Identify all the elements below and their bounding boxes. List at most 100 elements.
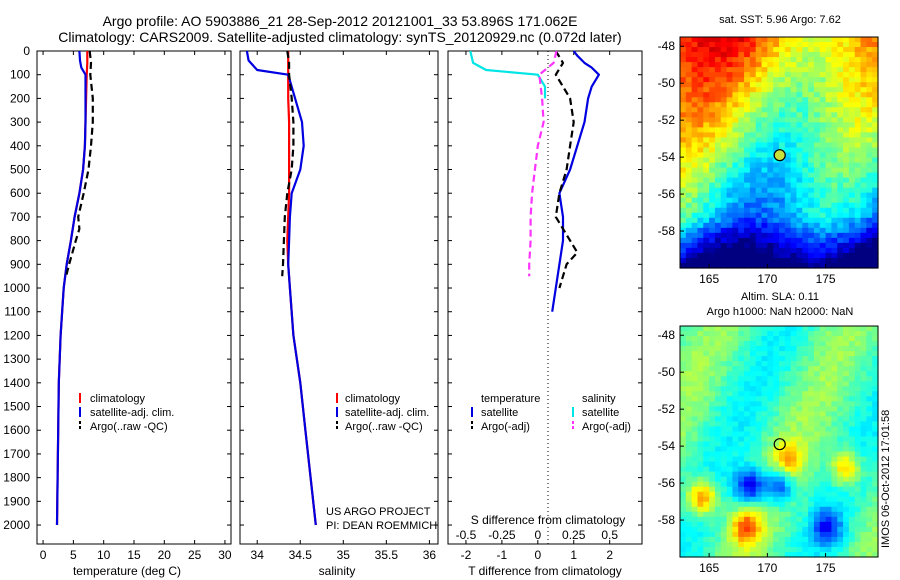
map-cell bbox=[843, 336, 850, 342]
map-cell bbox=[685, 431, 693, 438]
map-cell bbox=[825, 361, 833, 367]
map-cell bbox=[843, 516, 850, 523]
map-cell bbox=[779, 137, 786, 144]
map-cell bbox=[732, 77, 739, 83]
map-cell bbox=[744, 356, 751, 362]
map-cell bbox=[813, 471, 821, 478]
map-cell bbox=[726, 122, 734, 128]
map-cell bbox=[802, 37, 809, 43]
map-cell bbox=[691, 526, 699, 533]
map-cell bbox=[848, 521, 856, 528]
map-cell bbox=[703, 122, 710, 128]
map-cell bbox=[843, 391, 850, 397]
map-cell bbox=[685, 127, 693, 134]
map-cell bbox=[784, 386, 792, 392]
map-cell bbox=[755, 112, 763, 118]
map-cell bbox=[709, 441, 716, 448]
map-cell bbox=[825, 107, 833, 113]
map-cell bbox=[720, 222, 728, 229]
map-cell bbox=[755, 336, 763, 342]
map-cell bbox=[738, 222, 745, 229]
map-cell bbox=[761, 42, 768, 48]
map-cell bbox=[860, 551, 867, 558]
map-cell bbox=[720, 102, 728, 108]
map-cell bbox=[784, 371, 792, 377]
map-cell bbox=[767, 257, 774, 264]
map-cell bbox=[714, 87, 722, 93]
map-cell bbox=[779, 541, 786, 548]
map-cell bbox=[813, 137, 821, 144]
map-cell bbox=[680, 531, 687, 538]
map-cell bbox=[802, 401, 809, 407]
map-cell bbox=[709, 82, 716, 88]
map-cell bbox=[837, 431, 844, 438]
map-cell bbox=[773, 466, 780, 473]
lat-tick-label: -48 bbox=[658, 39, 676, 53]
map-cell bbox=[720, 466, 728, 473]
map-cell bbox=[854, 62, 862, 68]
map-cell bbox=[790, 102, 798, 108]
map-cell bbox=[808, 441, 815, 448]
map-cell bbox=[854, 481, 862, 488]
map-cell bbox=[744, 426, 751, 433]
map-cell bbox=[749, 207, 757, 214]
map-cell bbox=[819, 356, 827, 362]
map-cell bbox=[761, 531, 768, 538]
map-cell bbox=[703, 107, 710, 113]
map-cell bbox=[732, 451, 739, 458]
map-cell bbox=[779, 187, 786, 194]
map-cell bbox=[790, 486, 798, 493]
map-cell bbox=[866, 102, 873, 108]
map-cell bbox=[808, 217, 815, 224]
map-cell bbox=[825, 202, 833, 209]
map-cell bbox=[732, 102, 739, 108]
map-cell bbox=[738, 172, 745, 179]
map-cell bbox=[685, 52, 693, 58]
map-cell bbox=[837, 152, 844, 159]
map-cell bbox=[854, 167, 862, 174]
map-cell bbox=[866, 257, 873, 264]
map-cell bbox=[732, 356, 739, 362]
map-cell bbox=[790, 57, 798, 63]
map-cell bbox=[831, 461, 838, 468]
map-cell bbox=[720, 531, 728, 538]
map-cell bbox=[732, 486, 739, 493]
map-cell bbox=[813, 202, 821, 209]
map-cell bbox=[744, 262, 751, 269]
map-cell bbox=[767, 541, 774, 548]
depth-tick-label: 1500 bbox=[3, 400, 30, 414]
map-cell bbox=[843, 506, 850, 513]
map-cell bbox=[813, 47, 821, 53]
map-cell bbox=[796, 52, 803, 58]
map-cell bbox=[726, 217, 734, 224]
map-cell bbox=[761, 506, 768, 513]
map-cell bbox=[761, 546, 768, 553]
map-cell bbox=[779, 262, 786, 269]
map-cell bbox=[714, 396, 722, 402]
map-cell bbox=[703, 511, 710, 518]
map-cell bbox=[825, 207, 833, 214]
map-cell bbox=[749, 47, 757, 53]
map-cell bbox=[866, 361, 873, 367]
map-cell bbox=[680, 67, 687, 73]
map-cell bbox=[796, 381, 803, 387]
map-cell bbox=[831, 496, 838, 503]
map-cell bbox=[819, 232, 827, 239]
map-cell bbox=[680, 82, 687, 88]
map-cell bbox=[709, 341, 716, 347]
map-cell bbox=[773, 481, 780, 488]
map-cell bbox=[819, 97, 827, 103]
map-cell bbox=[726, 471, 734, 478]
temperature-legend: climatology satellite-adj. clim. Argo(..… bbox=[79, 393, 174, 433]
map-cell bbox=[866, 471, 873, 478]
map-cell bbox=[825, 172, 833, 179]
map-cell bbox=[709, 386, 716, 392]
x-tick-label: 20 bbox=[158, 548, 172, 562]
map-cell bbox=[691, 242, 699, 249]
map-cell bbox=[837, 192, 844, 199]
map-cell bbox=[697, 506, 704, 513]
map-cell bbox=[761, 202, 768, 209]
map-cell bbox=[808, 162, 815, 169]
map-cell bbox=[854, 197, 862, 204]
map-cell bbox=[680, 326, 687, 332]
